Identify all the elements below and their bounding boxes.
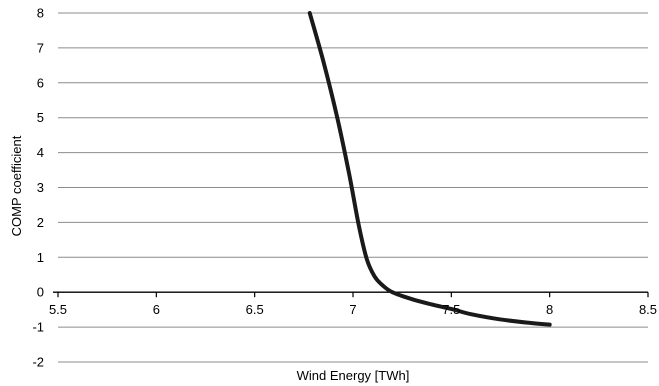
y-tick-label: 1 — [37, 250, 44, 265]
y-tick-label: 5 — [37, 110, 44, 125]
x-tick-label: 8 — [546, 302, 553, 317]
x-tick-label: 7.5 — [442, 302, 460, 317]
y-tick-label: -2 — [32, 355, 44, 370]
y-tick-label: 4 — [37, 145, 44, 160]
y-tick-label: 6 — [37, 75, 44, 90]
x-axis — [53, 291, 649, 298]
y-tick-label: 0 — [37, 285, 44, 300]
x-tick-label: 7 — [349, 302, 356, 317]
x-axis-title: Wind Energy [TWh] — [297, 368, 410, 383]
series-line-0 — [307, 11, 552, 327]
x-tick-label: 5.5 — [49, 302, 67, 317]
y-tick-label: 3 — [37, 180, 44, 195]
y-tick-label: 2 — [37, 215, 44, 230]
y-axis-title: COMP coefficient — [9, 135, 24, 236]
series-layer — [307, 11, 552, 327]
x-tick-label: 8.5 — [639, 302, 657, 317]
x-tick-labels: 5.5 6 6.5 7 7.5 8 8.5 — [49, 302, 657, 317]
y-tick-label: 7 — [37, 40, 44, 55]
y-tick-label: -1 — [32, 320, 44, 335]
x-tick-label: 6.5 — [246, 302, 264, 317]
y-tick-label: 8 — [37, 6, 44, 21]
y-tick-labels: 8 7 6 5 4 3 2 1 0 -1 -2 — [32, 6, 44, 370]
x-tick-label: 6 — [153, 302, 160, 317]
